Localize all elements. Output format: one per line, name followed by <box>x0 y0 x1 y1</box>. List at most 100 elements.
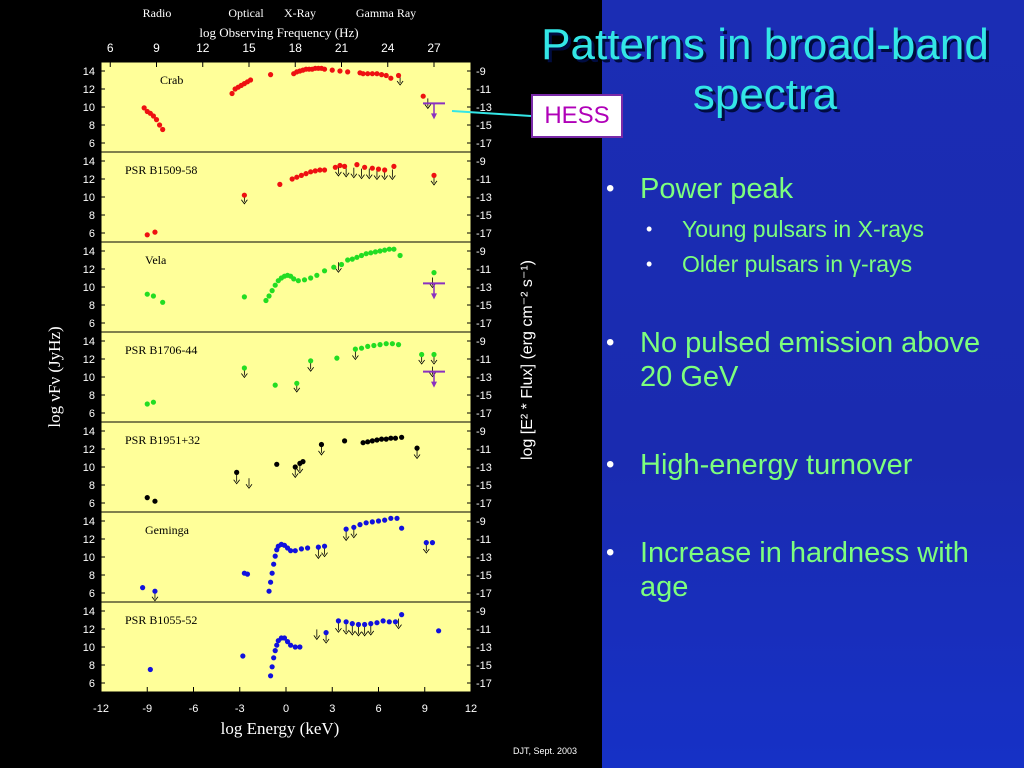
data-point <box>300 459 306 465</box>
data-point <box>229 90 235 97</box>
upper-limit-arrow <box>430 180 438 186</box>
data-point <box>337 162 343 169</box>
upper-limit-arrow <box>395 624 402 630</box>
upper-limit-arrow <box>291 473 299 479</box>
left-tick-label: 14 <box>83 606 95 618</box>
right-tick-label: -11 <box>476 534 491 546</box>
upper-limit-arrow <box>373 175 381 181</box>
hess-pointer-line <box>451 110 532 117</box>
data-point <box>388 435 394 441</box>
data-point <box>150 113 157 119</box>
data-point <box>284 639 291 645</box>
panel-label: PSR B1509-58 <box>125 163 197 177</box>
upper-limit-arrow <box>335 627 342 633</box>
right-axis-label: log [E² * Flux] (erg cm⁻² s⁻¹) <box>519 260 536 460</box>
left-tick-label: 12 <box>83 624 95 636</box>
right-tick-label: -9 <box>476 516 486 528</box>
data-point <box>341 438 348 444</box>
upper-limit-arrow <box>293 387 301 393</box>
data-point <box>383 72 389 79</box>
upper-limit-arrow <box>233 479 240 485</box>
left-tick-label: 8 <box>89 210 95 222</box>
data-point <box>345 257 351 263</box>
data-point <box>429 540 436 546</box>
data-point <box>378 436 385 442</box>
data-point <box>241 365 247 371</box>
data-point <box>240 653 246 659</box>
left-tick-label: 14 <box>83 66 95 78</box>
data-point <box>160 126 166 133</box>
data-point <box>298 172 305 178</box>
data-point <box>377 342 383 348</box>
band-label: X-Ray <box>284 6 316 20</box>
data-point <box>288 548 294 554</box>
data-point <box>423 540 429 546</box>
upper-limit-arrow <box>422 548 430 554</box>
right-tick-label: -15 <box>476 210 492 222</box>
left-tick-label: 14 <box>83 336 95 348</box>
data-point <box>386 246 392 252</box>
x-tick-label: 3 <box>329 703 335 715</box>
data-point <box>399 525 405 531</box>
data-point <box>368 621 374 627</box>
band-label: Optical <box>228 6 264 20</box>
data-point <box>272 382 278 388</box>
upper-limit-arrow <box>358 174 365 180</box>
data-point <box>374 620 380 626</box>
data-point <box>292 548 298 554</box>
data-point <box>308 358 314 364</box>
upper-limit-arrow <box>342 629 350 635</box>
data-point <box>266 293 272 299</box>
data-point <box>420 93 426 99</box>
data-point <box>369 71 375 77</box>
data-point <box>274 461 280 467</box>
right-tick-label: -13 <box>476 102 492 114</box>
data-point <box>338 261 345 268</box>
left-tick-label: 8 <box>89 120 95 132</box>
upper-limit-arrow <box>350 173 358 179</box>
data-point <box>272 282 278 288</box>
data-point <box>153 117 160 123</box>
x-tick-label: -9 <box>142 703 152 715</box>
bullet-list: Power peak Young pulsars in X-rays Older… <box>602 172 1012 604</box>
data-point <box>312 168 318 174</box>
data-point <box>349 621 355 627</box>
left-tick-label: 6 <box>89 228 95 240</box>
data-point <box>321 167 328 173</box>
data-point <box>274 642 280 648</box>
data-point <box>377 248 383 254</box>
upper-limit-arrow <box>335 171 342 177</box>
data-point <box>303 171 309 177</box>
right-tick-label: -13 <box>476 282 492 294</box>
data-point <box>331 264 337 270</box>
bullet-hardness: Increase in hardness with age <box>602 536 1012 604</box>
right-tick-label: -15 <box>476 300 492 312</box>
left-tick-label: 10 <box>83 372 95 384</box>
data-point <box>144 401 150 407</box>
data-point <box>334 355 340 361</box>
upper-limit-arrow <box>367 630 375 636</box>
data-point <box>308 169 314 175</box>
right-tick-label: -17 <box>476 408 492 420</box>
left-tick-label: 8 <box>89 480 95 492</box>
data-point <box>269 664 275 670</box>
upper-limit-arrow <box>342 172 350 178</box>
panel-label: Crab <box>160 73 183 87</box>
data-point <box>241 294 247 300</box>
data-point <box>141 105 147 111</box>
upper-limit-arrow <box>365 174 373 180</box>
top-tick-label: 9 <box>153 41 160 55</box>
left-tick-label: 10 <box>83 102 95 114</box>
x-tick-label: -3 <box>235 703 245 715</box>
right-tick-label: -11 <box>476 354 491 366</box>
data-point <box>301 277 308 283</box>
data-point <box>263 297 269 304</box>
data-point <box>144 291 150 297</box>
data-point <box>140 585 146 591</box>
data-point <box>294 380 300 386</box>
bullet-no-pulsed: No pulsed emission above 20 GeV <box>602 326 1012 394</box>
multi-panel-spectra-chart: Radio Optical X-Ray Gamma Ray log Observing … <box>45 6 536 738</box>
left-tick-label: 10 <box>83 192 95 204</box>
bullet-text: Power peak <box>640 173 794 205</box>
data-point <box>308 275 314 281</box>
